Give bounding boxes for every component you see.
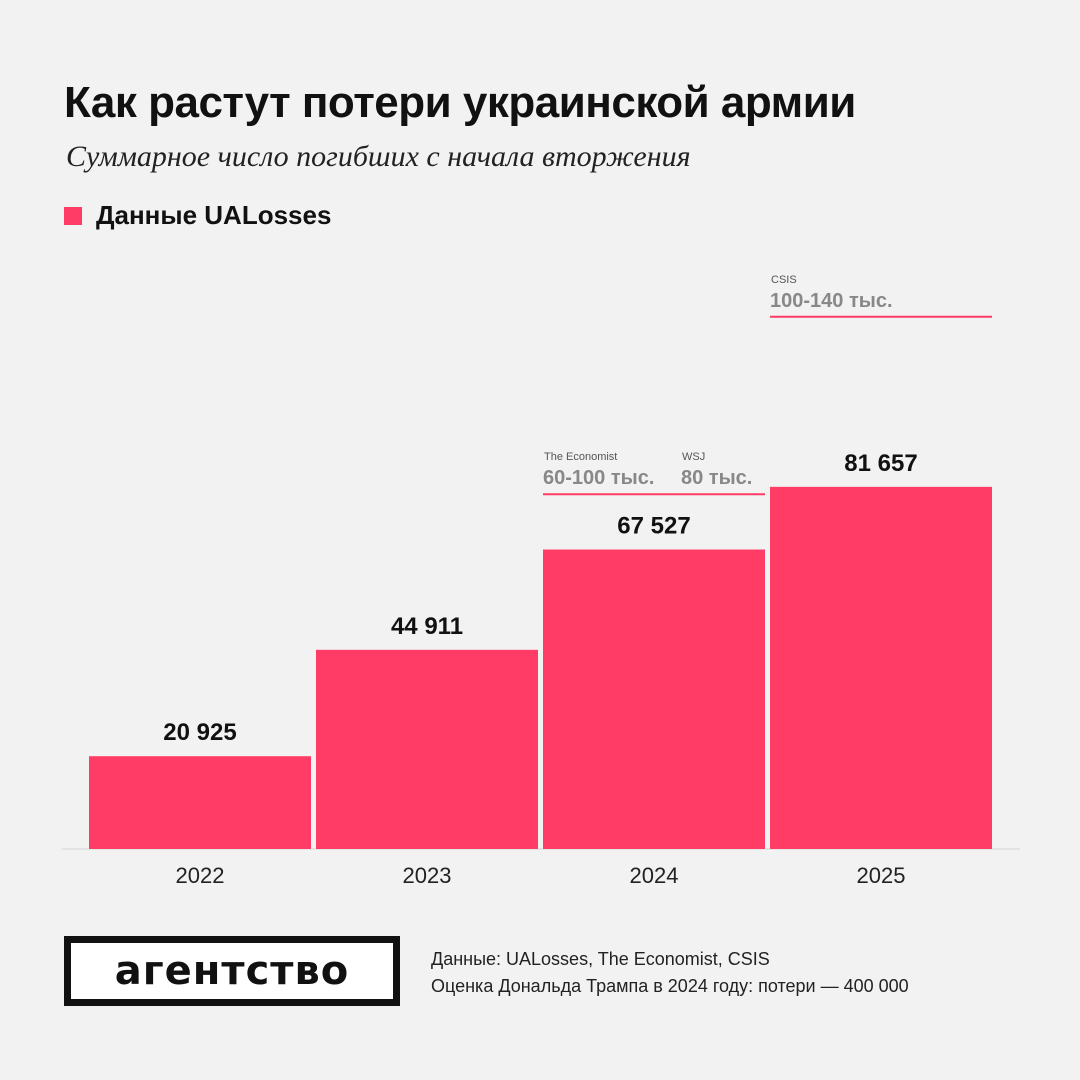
chart-subtitle: Суммарное число погибших с начала вторже…: [66, 140, 691, 173]
legend-swatch: [64, 206, 82, 225]
x-tick-label-2025: 2025: [857, 863, 906, 888]
estimate-source-the-economist: The Economist: [544, 451, 617, 463]
x-tick-label-2023: 2023: [403, 863, 452, 888]
bar-2022: [89, 756, 311, 849]
estimate-source-wsj: WSJ: [682, 451, 705, 463]
bar-2024: [543, 549, 765, 849]
legend: Данные UALosses: [64, 200, 331, 231]
bar-2023: [316, 649, 538, 849]
footnote-note: Оценка Дональда Трампа в 2024 году: поте…: [431, 976, 909, 996]
estimate-value-csis: 100-140 тыс.: [770, 290, 893, 312]
chart-title: Как растут потери украинской армии: [64, 78, 856, 127]
estimate-value-the-economist: 60-100 тыс.: [543, 467, 654, 489]
bar-value-label-2022: 20 925: [163, 719, 236, 746]
footnotes: Данные: UALosses, The Economist, CSIS Оц…: [431, 946, 909, 1000]
x-tick-label-2024: 2024: [630, 863, 679, 888]
x-tick-label-2022: 2022: [176, 863, 225, 888]
estimate-source-csis: CSIS: [771, 274, 797, 286]
logo-text: агентство: [114, 948, 350, 994]
bar-2025: [770, 486, 992, 849]
bar-value-label-2023: 44 911: [391, 613, 463, 640]
agentstvo-logo: агентство: [64, 936, 400, 1006]
bar-value-label-2025: 81 657: [844, 450, 917, 477]
footnote-sources: Данные: UALosses, The Economist, CSIS: [431, 949, 770, 969]
bar-value-label-2024: 67 527: [617, 513, 690, 540]
estimate-value-wsj: 80 тыс.: [681, 467, 752, 489]
legend-label: Данные UALosses: [96, 200, 332, 230]
